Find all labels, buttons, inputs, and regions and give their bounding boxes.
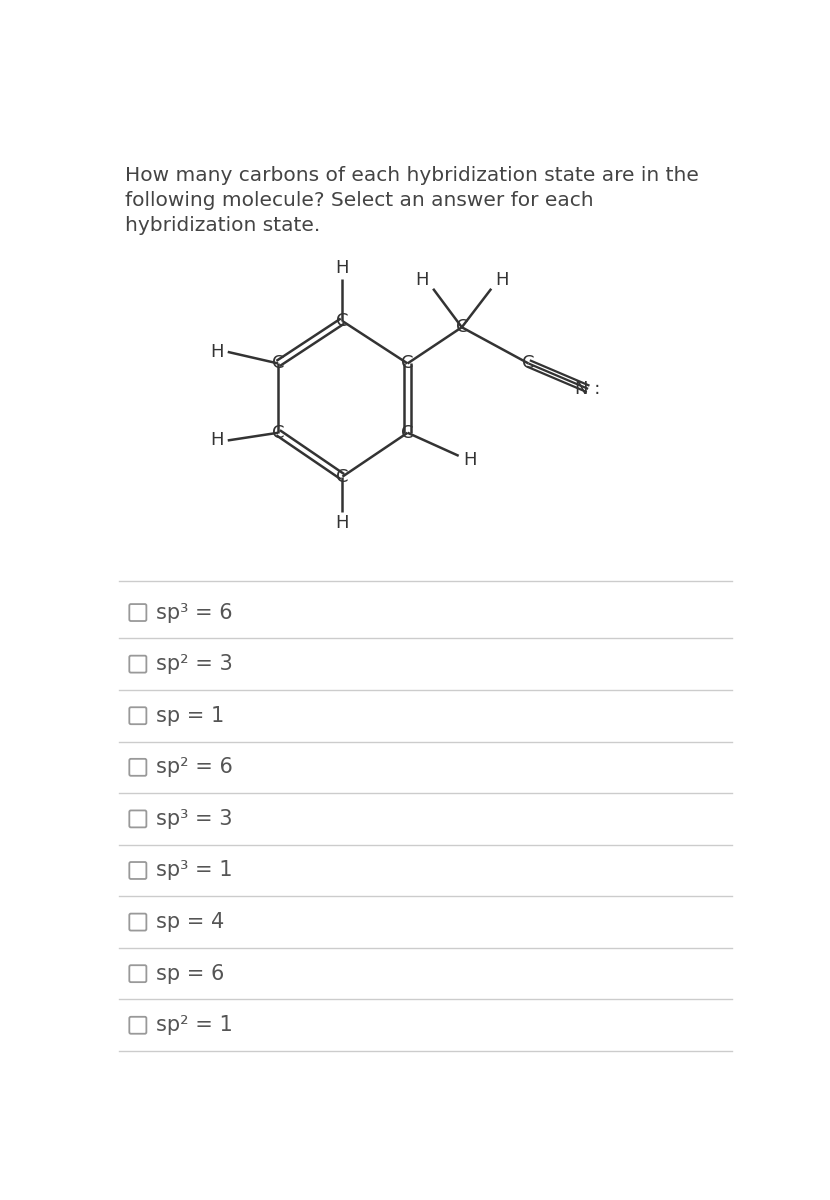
Text: sp² = 6: sp² = 6 [156,757,233,778]
Text: H: H [210,432,223,450]
Text: sp = 6: sp = 6 [156,964,225,984]
FancyBboxPatch shape [129,1016,146,1033]
Text: How many carbons of each hybridization state are in the: How many carbons of each hybridization s… [125,166,700,185]
Text: H: H [463,451,476,469]
Text: C: C [336,312,349,330]
Text: H: H [335,514,349,532]
Text: C: C [401,354,414,372]
Text: C: C [522,354,535,372]
Text: hybridization state.: hybridization state. [125,216,320,235]
FancyBboxPatch shape [129,707,146,724]
Text: C: C [272,354,285,372]
Text: C: C [456,318,468,336]
Text: sp² = 1: sp² = 1 [156,1015,233,1036]
Text: C: C [401,424,414,442]
Text: N :: N : [575,380,601,398]
Text: H: H [496,270,509,288]
Text: sp³ = 6: sp³ = 6 [156,602,233,623]
Text: H: H [335,259,349,277]
FancyBboxPatch shape [129,862,146,878]
Text: sp = 4: sp = 4 [156,912,225,932]
FancyBboxPatch shape [129,810,146,827]
FancyBboxPatch shape [129,965,146,982]
FancyBboxPatch shape [129,655,146,673]
Text: following molecule? Select an answer for each: following molecule? Select an answer for… [125,191,594,210]
FancyBboxPatch shape [129,604,146,622]
Text: H: H [210,343,223,361]
Text: H: H [416,270,429,288]
Text: sp² = 3: sp² = 3 [156,654,233,674]
FancyBboxPatch shape [129,913,146,930]
Text: sp³ = 3: sp³ = 3 [156,809,233,829]
Text: C: C [272,424,285,442]
FancyBboxPatch shape [129,758,146,775]
Text: sp³ = 1: sp³ = 1 [156,860,233,881]
Text: sp = 1: sp = 1 [156,706,225,726]
Text: C: C [336,468,349,486]
